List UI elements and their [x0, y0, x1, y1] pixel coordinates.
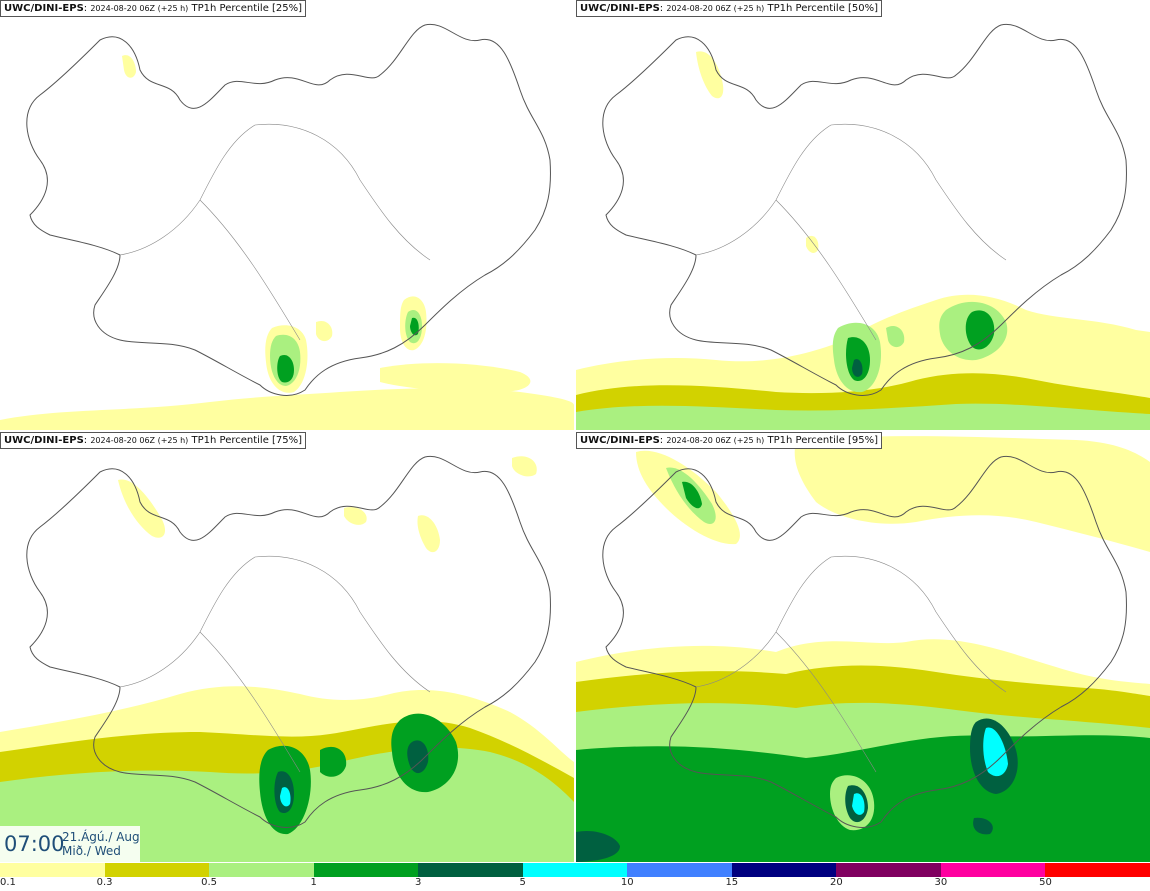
- valid-time-box: 07:00 21.Ágú./ Aug Mið./ Wed: [0, 826, 140, 862]
- legend-swatch: [731, 863, 837, 877]
- precip-area-east: [380, 363, 531, 392]
- legend-label: 10: [620, 877, 634, 888]
- precip-area-south: [0, 388, 574, 430]
- legend-label: 5: [519, 877, 526, 888]
- precip-area-3: [277, 354, 294, 383]
- legend-swatch: [313, 863, 419, 877]
- legend-swatch: [104, 863, 210, 877]
- precip-area-5: [965, 310, 995, 350]
- precip-map-95: [576, 436, 1150, 862]
- precip-area-3: [852, 359, 863, 377]
- coastline: [602, 23, 1127, 396]
- precip-area-6: [973, 817, 993, 835]
- legend-label: 30: [934, 877, 948, 888]
- legend-label: 3: [414, 877, 422, 888]
- precip-area-8: [417, 515, 440, 553]
- precip-area-2: [846, 337, 870, 382]
- legend-label: 15: [725, 877, 739, 888]
- panel-title-50: UWC/DINI-EPS: 2024-08-20 06Z (+25 h) TP1…: [576, 0, 883, 17]
- valid-time: 07:00: [4, 832, 65, 856]
- valid-weekday-line: Mið./ Wed: [62, 844, 121, 858]
- panel-title-75: UWC/DINI-EPS: 2024-08-20 06Z (+25 h) TP1…: [0, 432, 307, 449]
- precip-area-9: [344, 506, 367, 525]
- precip-area-3: [852, 793, 865, 815]
- roads: [119, 555, 431, 773]
- map-panel-75: UWC/DINI-EPS: 2024-08-20 06Z (+25 h) TP1…: [0, 432, 574, 862]
- valid-date: 21.Ágú./ Aug Mið./ Wed: [62, 830, 140, 858]
- precip-area-north: [794, 436, 1150, 552]
- precip-area-5: [983, 727, 1008, 777]
- legend-label: 0.1: [0, 877, 16, 888]
- legend-label: 20: [829, 877, 843, 888]
- color-legend: 0.1 0.3 0.5 1 3 5 10 15 20 30 50: [0, 862, 1150, 891]
- precip-area-7: [696, 51, 724, 99]
- panel-title-95: UWC/DINI-EPS: 2024-08-20 06Z (+25 h) TP1…: [576, 432, 883, 449]
- legend-swatch: [522, 863, 628, 877]
- precip-map-50: [576, 23, 1150, 430]
- precip-map-25: [0, 23, 574, 430]
- precip-area-6: [886, 325, 905, 348]
- legend-label: 1: [310, 877, 317, 888]
- panel-divider-horizontal: [0, 430, 1150, 432]
- map-panel-25: UWC/DINI-EPS: 2024-08-20 06Z (+25 h) TP1…: [0, 0, 574, 430]
- precip-area-6: [320, 746, 347, 777]
- precip-area-3: [280, 787, 291, 807]
- legend-label: 50: [1039, 877, 1052, 888]
- legend-swatch: [418, 863, 523, 877]
- precip-map-75: [0, 455, 574, 862]
- legend-swatch: [627, 863, 732, 877]
- precip-area-green: [576, 403, 1150, 430]
- legend-label: 0.3: [96, 877, 113, 888]
- valid-date-line: 21.Ágú./ Aug: [62, 830, 140, 844]
- precip-area-8: [316, 320, 333, 342]
- coastline: [26, 23, 551, 396]
- legend-color-bar: [0, 863, 1150, 877]
- panel-title-25: UWC/DINI-EPS: 2024-08-20 06Z (+25 h) TP1…: [0, 0, 307, 17]
- precip-area-8: [806, 235, 819, 253]
- legend-swatch: [1045, 863, 1150, 877]
- precip-area-7: [122, 55, 136, 78]
- precip-area-5: [407, 740, 429, 774]
- coastline: [26, 455, 551, 828]
- legend-swatch: [940, 863, 1046, 877]
- roads: [119, 123, 431, 341]
- precip-area-6: [410, 317, 419, 336]
- precip-area-10: [512, 456, 537, 477]
- legend-swatch: [836, 863, 941, 877]
- precip-area-7: [118, 479, 166, 538]
- precip-area-7: [576, 830, 620, 862]
- legend-swatch: [0, 863, 105, 877]
- roads: [695, 123, 1007, 341]
- legend-swatch: [209, 863, 314, 877]
- coastline: [602, 455, 1127, 828]
- roads: [695, 555, 1007, 773]
- map-panel-95: UWC/DINI-EPS: 2024-08-20 06Z (+25 h) TP1…: [576, 432, 1150, 862]
- precip-area-nw-3: [682, 481, 702, 509]
- legend-label: 0.5: [201, 877, 218, 888]
- map-panel-50: UWC/DINI-EPS: 2024-08-20 06Z (+25 h) TP1…: [576, 0, 1150, 430]
- legend-labels: 0.1 0.3 0.5 1 3 5 10 15 20 30 50: [0, 877, 1150, 891]
